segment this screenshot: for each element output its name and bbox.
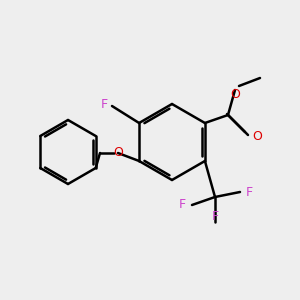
Text: O: O <box>113 146 123 160</box>
Text: O: O <box>252 130 262 143</box>
Text: F: F <box>212 210 219 223</box>
Text: F: F <box>246 185 253 199</box>
Text: O: O <box>230 88 240 101</box>
Text: F: F <box>101 98 108 112</box>
Text: F: F <box>179 199 186 212</box>
